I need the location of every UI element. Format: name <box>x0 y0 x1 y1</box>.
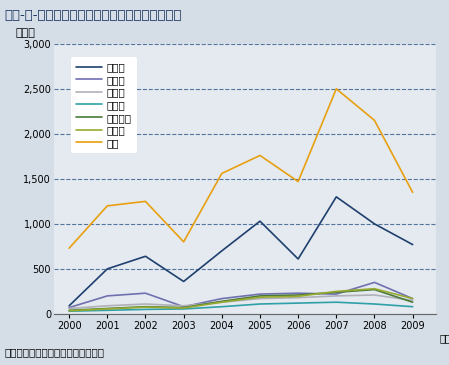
横浜市 <box>66 306 72 311</box>
横浜市 <box>219 300 224 304</box>
千葉市 <box>219 249 224 253</box>
広島市 <box>181 306 186 310</box>
広島市 <box>334 289 339 293</box>
横浜市 <box>410 298 415 303</box>
名古屋市 <box>372 287 377 292</box>
広島市 <box>257 295 263 299</box>
名古屋市 <box>295 293 301 297</box>
千葉市 <box>143 254 148 258</box>
合計 <box>66 246 72 250</box>
広島市 <box>219 300 224 304</box>
川崎市 <box>334 300 339 304</box>
合計 <box>181 240 186 244</box>
東京都 <box>219 296 224 301</box>
東京都 <box>257 292 263 296</box>
Text: 図２-１-７　地域別に見た熱中症患者の年次推移: 図２-１-７ 地域別に見た熱中症患者の年次推移 <box>4 9 182 22</box>
横浜市 <box>372 293 377 297</box>
千葉市 <box>66 304 72 308</box>
合計 <box>257 153 263 158</box>
東京都 <box>295 291 301 295</box>
千葉市 <box>295 257 301 261</box>
名古屋市 <box>105 306 110 311</box>
Line: 東京都: 東京都 <box>69 283 413 308</box>
千葉市 <box>257 219 263 223</box>
Legend: 千葉市, 東京都, 横浜市, 川崎市, 名古屋市, 広島市, 合計: 千葉市, 東京都, 横浜市, 川崎市, 名古屋市, 広島市, 合計 <box>70 57 137 153</box>
広島市 <box>143 305 148 310</box>
東京都 <box>334 292 339 296</box>
Line: 合計: 合計 <box>69 89 413 248</box>
広島市 <box>66 308 72 313</box>
広島市 <box>295 294 301 299</box>
川崎市 <box>143 307 148 312</box>
Text: 出典：独立行政法人国立環境研究所: 出典：独立行政法人国立環境研究所 <box>4 347 105 357</box>
横浜市 <box>181 304 186 308</box>
東京都 <box>66 306 72 310</box>
Text: （人）: （人） <box>16 28 35 38</box>
名古屋市 <box>66 308 72 312</box>
広島市 <box>372 287 377 291</box>
Line: 千葉市: 千葉市 <box>69 197 413 306</box>
東京都 <box>181 304 186 309</box>
川崎市 <box>181 307 186 311</box>
川崎市 <box>257 302 263 306</box>
横浜市 <box>105 304 110 308</box>
東京都 <box>372 280 377 285</box>
合計 <box>143 199 148 204</box>
広島市 <box>105 307 110 311</box>
横浜市 <box>334 294 339 298</box>
千葉市 <box>372 222 377 226</box>
Line: 川崎市: 川崎市 <box>69 302 413 311</box>
名古屋市 <box>181 306 186 310</box>
川崎市 <box>105 308 110 312</box>
東京都 <box>410 296 415 301</box>
Text: （年）: （年） <box>439 333 449 343</box>
合計 <box>105 204 110 208</box>
横浜市 <box>257 296 263 301</box>
Line: 広島市: 広島市 <box>69 289 413 311</box>
合計 <box>334 87 339 91</box>
合計 <box>295 179 301 184</box>
合計 <box>410 190 415 195</box>
東京都 <box>143 291 148 295</box>
川崎市 <box>66 309 72 314</box>
川崎市 <box>410 304 415 309</box>
名古屋市 <box>143 304 148 309</box>
名古屋市 <box>219 299 224 303</box>
千葉市 <box>334 195 339 199</box>
川崎市 <box>295 301 301 305</box>
名古屋市 <box>410 300 415 304</box>
東京都 <box>105 294 110 298</box>
広島市 <box>410 296 415 301</box>
千葉市 <box>105 267 110 271</box>
合計 <box>219 171 224 176</box>
Line: 横浜市: 横浜市 <box>69 295 413 308</box>
名古屋市 <box>334 290 339 295</box>
横浜市 <box>295 296 301 300</box>
Line: 名古屋市: 名古屋市 <box>69 289 413 310</box>
川崎市 <box>219 304 224 309</box>
名古屋市 <box>257 294 263 298</box>
千葉市 <box>410 242 415 247</box>
合計 <box>372 118 377 123</box>
川崎市 <box>372 302 377 306</box>
横浜市 <box>143 302 148 306</box>
千葉市 <box>181 279 186 284</box>
